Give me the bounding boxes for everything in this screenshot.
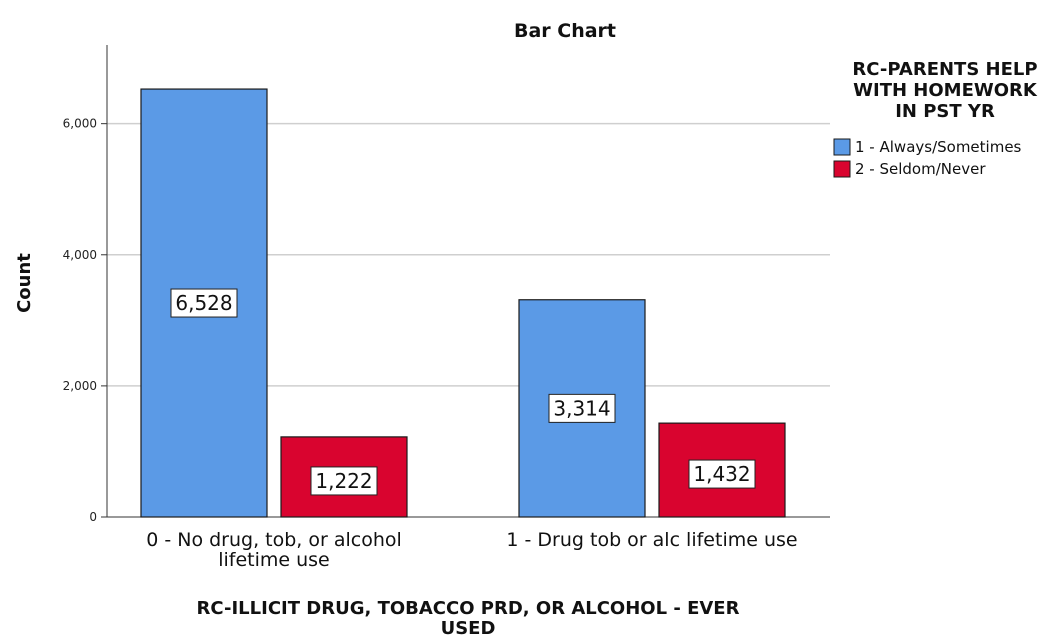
legend-title-line: IN PST YR — [895, 101, 995, 122]
data-labels: 6,528 3,314 1,222 1,432 — [170, 288, 756, 496]
data-label: 3,314 — [553, 396, 610, 420]
category-label: lifetime use — [218, 549, 330, 571]
y-axis-ticks: 0 2,000 4,000 6,000 — [63, 117, 107, 524]
bar-series1-cat1 — [140, 88, 268, 518]
legend-title-line: WITH HOMEWORK — [853, 80, 1038, 101]
y-tick-label: 0 — [89, 510, 97, 524]
data-label-box — [688, 459, 756, 489]
x-axis-title: RC-ILLICIT DRUG, TOBACCO PRD, OR ALCOHOL… — [197, 598, 740, 639]
data-label: 6,528 — [175, 291, 232, 315]
category-label: 0 - No drug, tob, or alcohol — [146, 529, 402, 551]
x-axis-title-line: RC-ILLICIT DRUG, TOBACCO PRD, OR ALCOHOL… — [197, 598, 740, 619]
legend-entry: 2 - Seldom/Never — [855, 160, 986, 178]
data-label-box — [310, 466, 378, 496]
chart-title: Bar Chart — [514, 20, 616, 42]
x-axis-title-line: USED — [441, 618, 496, 639]
data-label: 1,222 — [315, 469, 372, 493]
y-tick-label: 4,000 — [63, 248, 97, 262]
legend-swatch — [833, 138, 851, 156]
legend-entry: 1 - Always/Sometimes — [855, 138, 1022, 156]
data-label-box — [170, 288, 238, 318]
y-axis-title: Count — [14, 253, 35, 313]
legend-title-line: RC-PARENTS HELP — [852, 59, 1037, 80]
data-label-box — [548, 393, 616, 423]
y-tick-label: 2,000 — [63, 379, 97, 393]
bars — [140, 88, 786, 518]
data-label: 1,432 — [693, 462, 750, 486]
y-tick-label: 6,000 — [63, 117, 97, 131]
legend-swatch — [833, 160, 851, 178]
category-label: 1 - Drug tob or alc lifetime use — [506, 529, 797, 551]
y-axis-title-group: Count — [14, 253, 35, 313]
